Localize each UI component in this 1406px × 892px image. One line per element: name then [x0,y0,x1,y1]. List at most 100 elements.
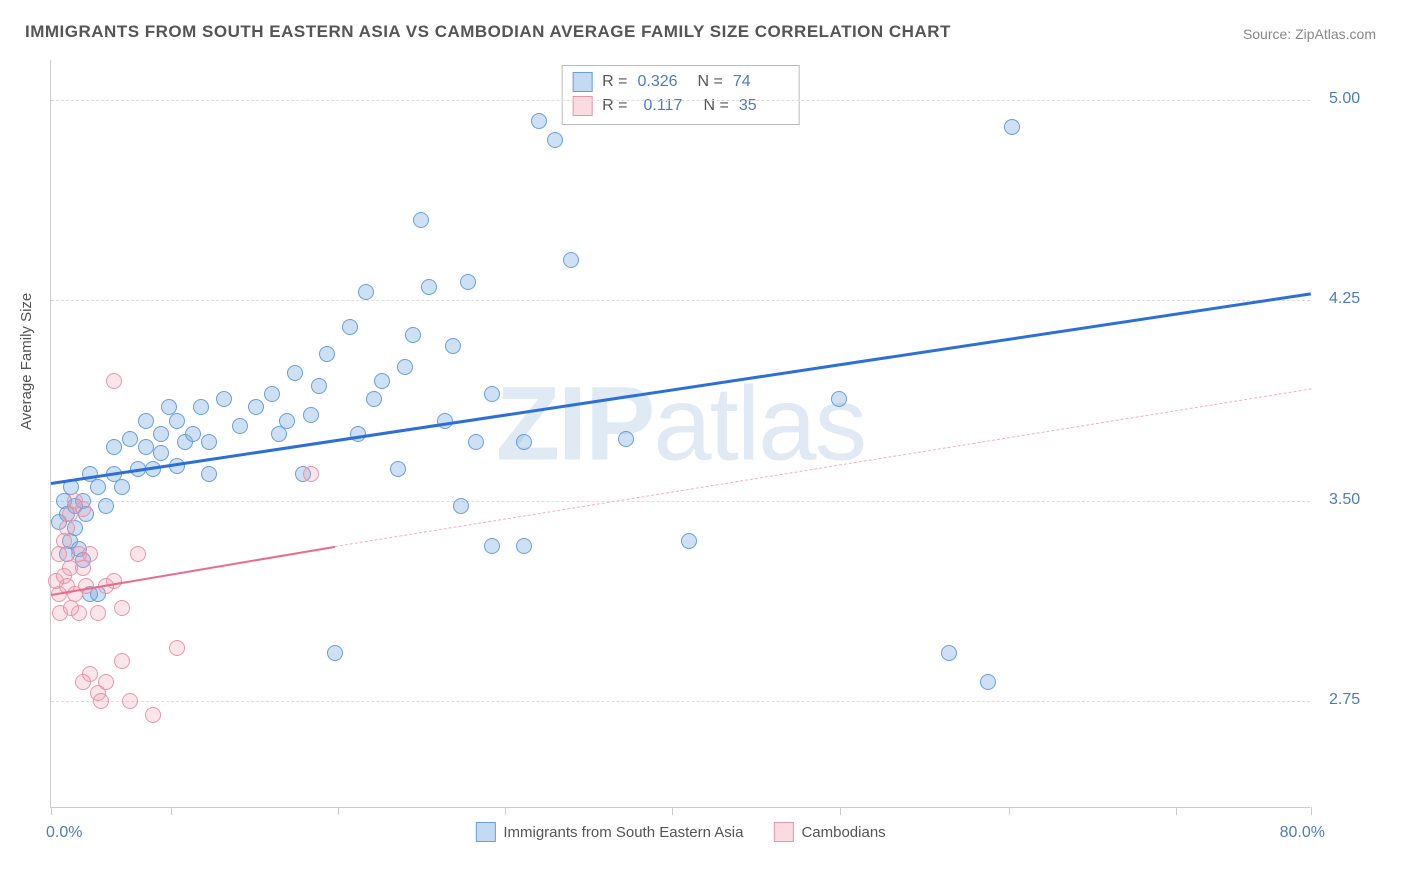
scatter-point-blue [374,373,390,389]
scatter-point-blue [106,439,122,455]
scatter-point-blue [201,434,217,450]
scatter-point-blue [831,391,847,407]
scatter-point-blue [421,279,437,295]
scatter-point-pink [114,600,130,616]
scatter-point-blue [153,445,169,461]
legend-item-pink: Cambodians [773,822,885,842]
legend-label-blue: Immigrants from South Eastern Asia [503,824,743,841]
scatter-point-blue [287,365,303,381]
scatter-point-blue [460,274,476,290]
r-value-pink: 0.117 [638,94,694,118]
stats-row-pink: R = 0.117 N = 35 [572,94,789,118]
x-axis-min-label: 0.0% [46,824,82,842]
scatter-point-blue [114,479,130,495]
scatter-point-pink [75,501,91,517]
scatter-point-pink [114,653,130,669]
x-tick [51,807,52,815]
scatter-point-blue [468,434,484,450]
x-tick [840,807,841,815]
scatter-point-blue [248,399,264,415]
watermark-light: atlas [653,365,865,482]
scatter-point-blue [264,386,280,402]
scatter-point-pink [59,520,75,536]
scatter-point-blue [185,426,201,442]
r-label: R = [602,70,627,94]
x-tick [171,807,172,815]
scatter-point-blue [681,533,697,549]
legend-swatch-blue [475,822,495,842]
r-value-blue: 0.326 [638,70,688,94]
n-label: N = [698,70,723,94]
scatter-point-pink [82,546,98,562]
scatter-point-blue [453,498,469,514]
gridline [51,300,1310,301]
scatter-point-blue [319,346,335,362]
scatter-point-blue [1004,119,1020,135]
scatter-point-blue [413,212,429,228]
scatter-point-blue [279,413,295,429]
scatter-point-blue [484,538,500,554]
chart-plot-area: ZIPatlas R = 0.326 N = 74 R = 0.117 N = … [50,60,1310,808]
scatter-point-blue [153,426,169,442]
n-value-pink: 35 [739,94,789,118]
legend-label-pink: Cambodians [801,824,885,841]
scatter-point-blue [516,434,532,450]
gridline [51,701,1310,702]
scatter-point-pink [122,693,138,709]
scatter-point-blue [941,645,957,661]
x-tick [1009,807,1010,815]
scatter-point-pink [169,640,185,656]
scatter-point-blue [563,252,579,268]
scatter-point-pink [303,466,319,482]
y-axis-label: Average Family Size [18,293,35,430]
scatter-point-blue [193,399,209,415]
scatter-point-blue [618,431,634,447]
scatter-point-blue [390,461,406,477]
x-tick [1311,807,1312,815]
x-tick [1176,807,1177,815]
y-tick-label: 2.75 [1329,691,1360,709]
bottom-legend: Immigrants from South Eastern Asia Cambo… [475,822,885,842]
scatter-point-blue [980,674,996,690]
scatter-point-blue [90,479,106,495]
legend-swatch-pink [773,822,793,842]
source-attribution: Source: ZipAtlas.com [1243,26,1376,42]
watermark: ZIPatlas [496,364,865,484]
scatter-point-blue [445,338,461,354]
gridline [51,501,1310,502]
scatter-point-blue [169,413,185,429]
stats-row-blue: R = 0.326 N = 74 [572,70,789,94]
scatter-point-blue [98,498,114,514]
scatter-point-blue [138,439,154,455]
chart-title: IMMIGRANTS FROM SOUTH EASTERN ASIA VS CA… [25,22,951,42]
watermark-bold: ZIP [496,365,653,482]
swatch-blue [572,72,592,92]
scatter-point-pink [90,605,106,621]
scatter-point-pink [93,693,109,709]
swatch-pink [572,96,592,116]
scatter-point-pink [98,674,114,690]
scatter-point-pink [106,373,122,389]
trend-line [334,389,1311,548]
trend-line [51,292,1311,485]
scatter-point-pink [106,573,122,589]
source-name: ZipAtlas.com [1295,26,1376,42]
scatter-point-blue [484,386,500,402]
scatter-point-blue [342,319,358,335]
scatter-point-pink [71,605,87,621]
scatter-point-blue [311,378,327,394]
scatter-point-blue [405,327,421,343]
scatter-point-blue [201,466,217,482]
x-axis-max-label: 80.0% [1280,824,1325,842]
scatter-point-blue [232,418,248,434]
legend-item-blue: Immigrants from South Eastern Asia [475,822,743,842]
scatter-point-pink [130,546,146,562]
n-value-blue: 74 [733,70,783,94]
y-tick-label: 5.00 [1329,90,1360,108]
gridline [51,100,1310,101]
x-tick [505,807,506,815]
y-tick-label: 3.50 [1329,491,1360,509]
scatter-point-blue [516,538,532,554]
scatter-point-pink [82,666,98,682]
n-label: N = [704,94,729,118]
